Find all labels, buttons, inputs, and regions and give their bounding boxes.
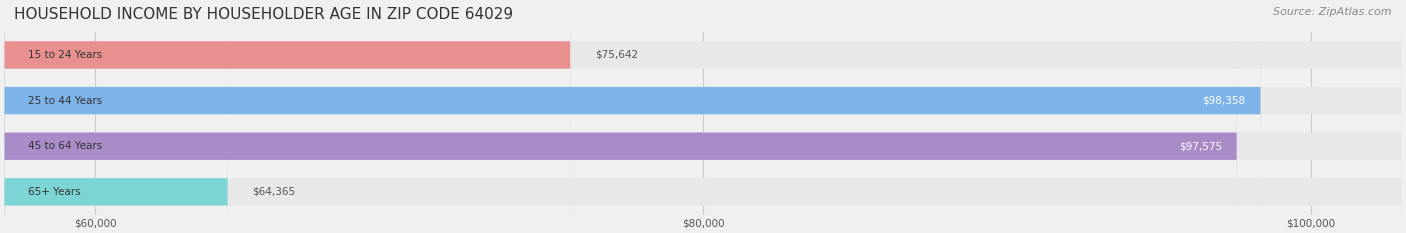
- Text: $97,575: $97,575: [1178, 141, 1222, 151]
- Text: HOUSEHOLD INCOME BY HOUSEHOLDER AGE IN ZIP CODE 64029: HOUSEHOLD INCOME BY HOUSEHOLDER AGE IN Z…: [14, 7, 513, 22]
- Text: 65+ Years: 65+ Years: [28, 187, 82, 197]
- Text: $64,365: $64,365: [252, 187, 295, 197]
- FancyBboxPatch shape: [4, 0, 1402, 233]
- FancyBboxPatch shape: [4, 0, 1261, 233]
- FancyBboxPatch shape: [4, 0, 1402, 233]
- Text: $98,358: $98,358: [1202, 96, 1246, 106]
- Text: 25 to 44 Years: 25 to 44 Years: [28, 96, 103, 106]
- FancyBboxPatch shape: [4, 0, 1402, 233]
- FancyBboxPatch shape: [4, 0, 1237, 233]
- FancyBboxPatch shape: [4, 0, 1402, 233]
- FancyBboxPatch shape: [4, 0, 571, 233]
- FancyBboxPatch shape: [4, 0, 228, 233]
- Text: 15 to 24 Years: 15 to 24 Years: [28, 50, 103, 60]
- Text: Source: ZipAtlas.com: Source: ZipAtlas.com: [1274, 7, 1392, 17]
- Text: $75,642: $75,642: [595, 50, 638, 60]
- Text: 45 to 64 Years: 45 to 64 Years: [28, 141, 103, 151]
